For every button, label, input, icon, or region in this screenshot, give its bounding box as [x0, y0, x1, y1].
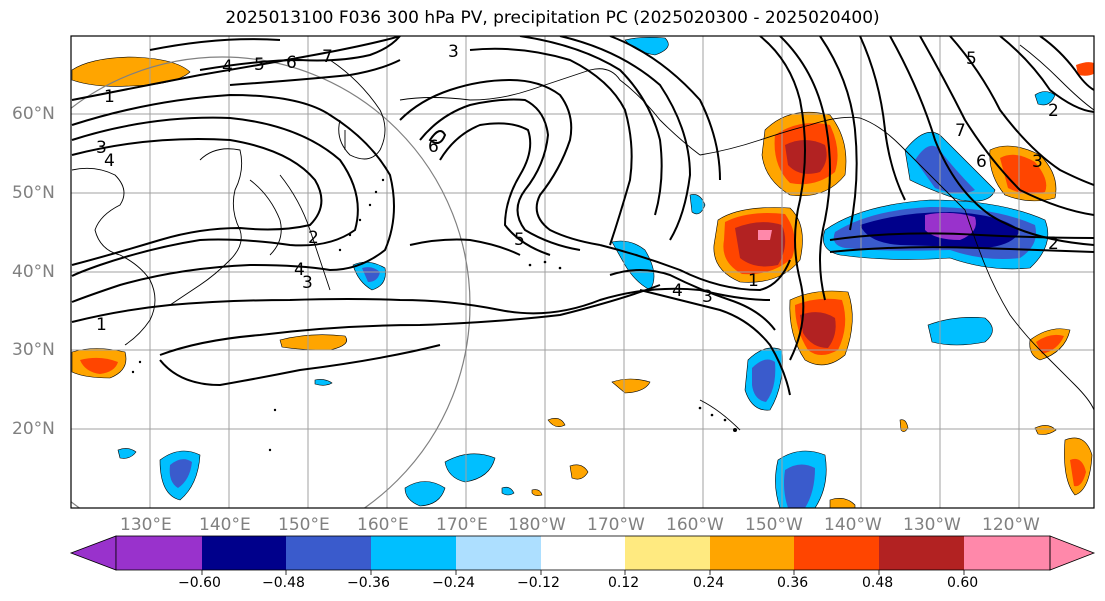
colorbar-segment [541, 536, 625, 570]
lon-label: 130°E [120, 515, 172, 535]
coastlines [71, 44, 1094, 431]
lon-label: 160°W [666, 515, 724, 535]
contour-labels: 4 5 6 7 3 1 3 4 6 5 2 4 3 1 4 3 1 5 7 6 … [96, 42, 1059, 335]
contour-label: 3 [302, 273, 313, 293]
lon-label: 120°W [982, 515, 1040, 535]
colorbar-tick-label: 0.24 [693, 575, 725, 591]
contour-label: 4 [104, 151, 115, 171]
contour-label: 3 [1032, 152, 1043, 172]
lon-label: 170°E [436, 515, 488, 535]
lat-label: 30°N [12, 340, 55, 360]
colorbar-tick-label: 0.48 [862, 575, 894, 591]
colorbar-segment [625, 536, 710, 570]
lon-label: 140°W [824, 515, 882, 535]
lon-label: 150°E [278, 515, 330, 535]
contour-label: 5 [966, 49, 977, 69]
contour-label: 7 [955, 121, 966, 141]
lat-label: 50°N [12, 183, 55, 203]
islands [131, 178, 737, 452]
contour-label: 6 [428, 137, 439, 157]
lon-label: 150°W [745, 515, 803, 535]
contour-label: 4 [672, 281, 683, 301]
lat-label: 20°N [12, 419, 55, 439]
plot-area: 4 5 6 7 3 1 3 4 6 5 2 4 3 1 4 3 1 5 7 6 … [71, 36, 1094, 508]
colorbar-segment [879, 536, 964, 570]
colorbar-tick-label: 0.12 [608, 575, 640, 591]
colorbar-segment [286, 536, 371, 570]
contour-label: 6 [286, 53, 297, 73]
colorbar-tick-label: 0.36 [777, 575, 809, 591]
contour-label: 4 [222, 57, 233, 77]
contour-label: 4 [294, 260, 305, 280]
contour-label: 3 [702, 287, 713, 307]
plot-frame [70, 35, 1095, 509]
colorbar-tick-label: −0.24 [432, 575, 475, 591]
colorbar [69, 535, 1096, 575]
contour-label: 1 [96, 315, 107, 335]
colorbar-segment [202, 536, 286, 570]
lon-label: 130°W [903, 515, 961, 535]
colorbar-extend-high [1049, 535, 1096, 571]
colorbar-tick-label: −0.36 [347, 575, 390, 591]
lon-label: 140°E [199, 515, 251, 535]
colorbar-segment [794, 536, 879, 570]
contour-label: 5 [514, 230, 525, 250]
colorbar-tick-label: 0.60 [947, 575, 979, 591]
precip-shading [71, 37, 1094, 508]
contour-label: 3 [448, 42, 459, 62]
colorbar-tick-label: −0.48 [262, 575, 305, 591]
contour-label: 1 [748, 271, 759, 291]
colorbar-segment [456, 536, 541, 570]
contour-label: 2 [1048, 101, 1059, 121]
colorbar-segment [116, 536, 202, 570]
map-title: 2025013100 F036 300 hPa PV, precipitatio… [225, 8, 880, 28]
contour-label: 6 [976, 152, 987, 172]
contour-label: 3 [96, 138, 107, 158]
lon-label: 160°E [357, 515, 409, 535]
colorbar-segment [371, 536, 456, 570]
contour-label: 2 [308, 228, 319, 248]
colorbar-tick-label: −0.60 [178, 575, 221, 591]
colorbar-segment [964, 536, 1050, 570]
contour-label: 5 [254, 55, 265, 75]
contour-label: 2 [1048, 234, 1059, 254]
colorbar-tick-label: −0.12 [517, 575, 560, 591]
contour-label: 1 [104, 87, 115, 107]
contour-label: 7 [322, 47, 333, 67]
pv-contours [71, 36, 1094, 396]
colorbar-extend-low [69, 535, 117, 571]
colorbar-segment [710, 536, 794, 570]
lat-label: 40°N [12, 262, 55, 282]
lon-label: 170°W [587, 515, 645, 535]
lat-label: 60°N [12, 104, 55, 124]
lon-label: 180°W [508, 515, 566, 535]
